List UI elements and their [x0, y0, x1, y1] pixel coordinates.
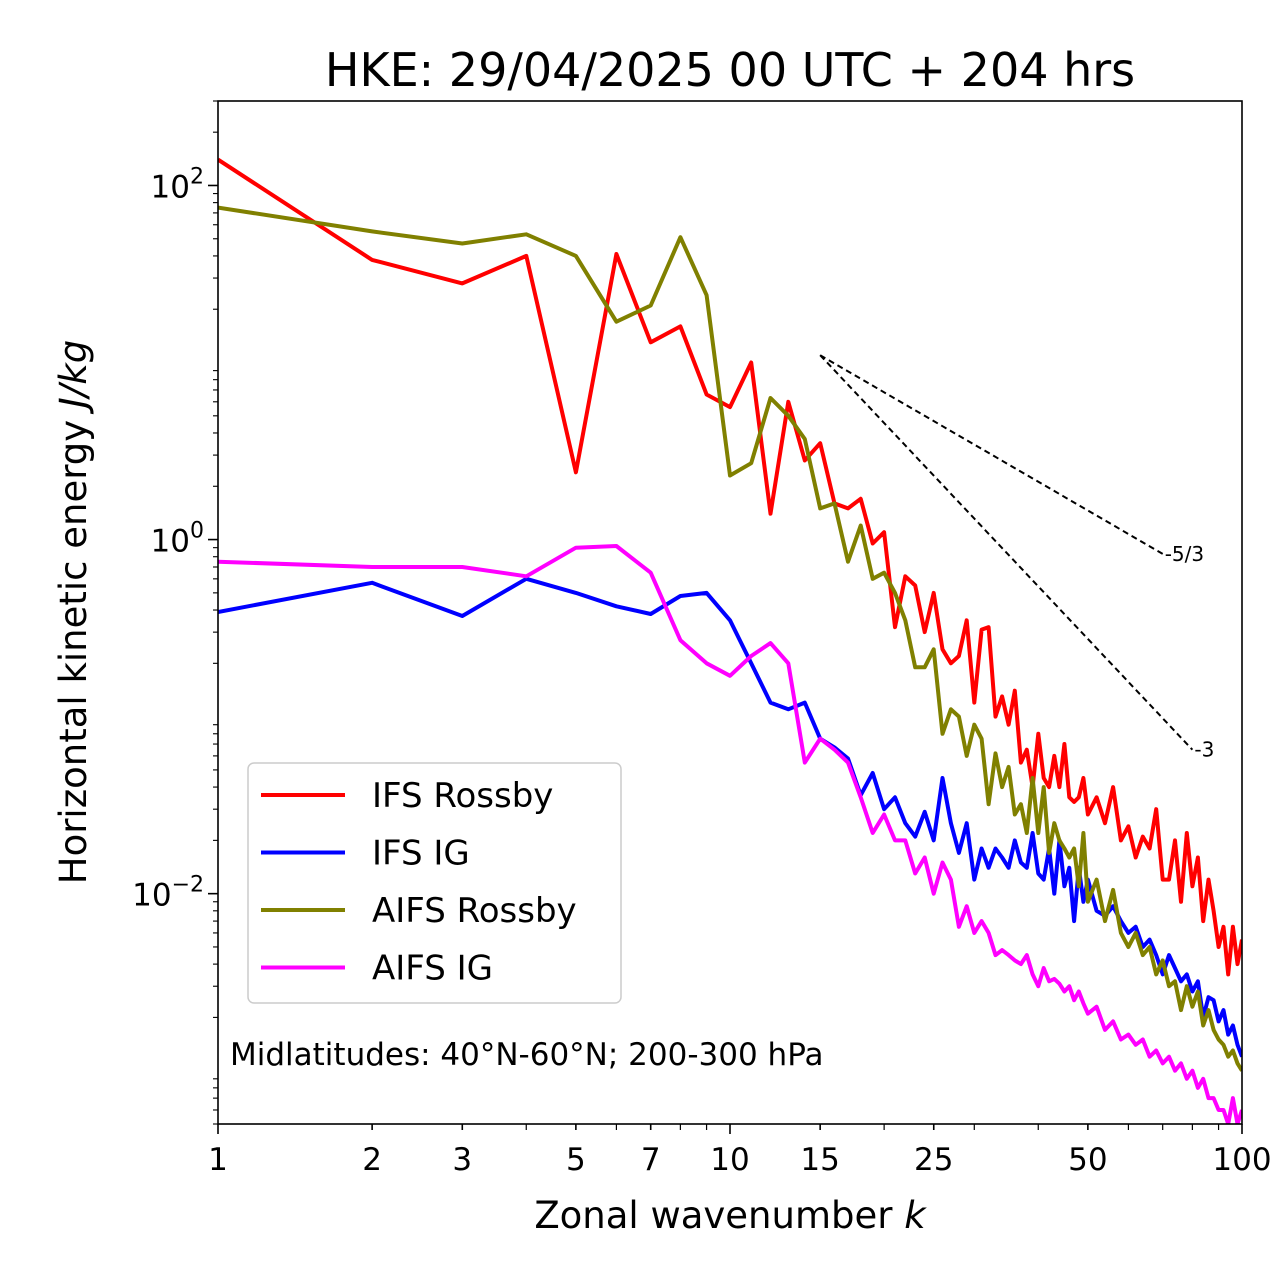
x-tick-label-1: 2: [362, 1142, 382, 1178]
x-tick-label-5: 10: [710, 1142, 749, 1178]
x-axis-label: Zonal wavenumber k: [534, 1194, 927, 1237]
x-axis-ticks: 1 2 3 5 7 10 15 25 50 100: [208, 1124, 1272, 1178]
series-line-2: [218, 205, 1242, 1072]
legend-label-2: AIFS Rossby: [372, 891, 577, 931]
y-tick-label-2: 10−2: [132, 873, 204, 914]
x-tick-label-7: 25: [914, 1142, 953, 1178]
legend-label-3: AIFS IG: [372, 949, 493, 989]
series-layer: [218, 157, 1242, 1124]
reference-slopes: -5/3 -3: [819, 354, 1214, 762]
slope-line-1: [819, 354, 1194, 751]
y-tick-label-1: 100: [151, 519, 204, 560]
legend-box: [247, 762, 622, 1004]
chart-title: HKE: 29/04/2025 00 UTC + 204 hrs: [325, 43, 1135, 97]
region-annotation: Midlatitudes: 40°N-60°N; 200-300 hPa: [230, 1037, 824, 1073]
series-line-3: [218, 544, 1242, 1124]
legend: IFS Rossby IFS IG AIFS Rossby AIFS IG: [247, 762, 622, 1004]
legend-label-1: IFS IG: [372, 834, 470, 874]
slope-label-1: -3: [1194, 738, 1214, 762]
x-tick-label-2: 3: [452, 1142, 472, 1178]
y-axis-ticks: 102 100 10−2: [132, 100, 218, 1125]
x-tick-label-9: 100: [1212, 1142, 1271, 1178]
x-tick-label-4: 7: [641, 1142, 661, 1178]
x-tick-label-3: 5: [566, 1142, 586, 1178]
slope-line-0: [819, 354, 1164, 555]
slope-label-0: -5/3: [1165, 542, 1204, 566]
legend-label-0: IFS Rossby: [372, 776, 553, 816]
x-tick-label-8: 50: [1068, 1142, 1107, 1178]
x-tick-label-6: 15: [800, 1142, 839, 1178]
y-axis-label: Horizontal kinetic energy J/kg: [52, 340, 95, 884]
y-tick-label-0: 102: [151, 164, 204, 205]
x-tick-label-0: 1: [208, 1142, 228, 1178]
